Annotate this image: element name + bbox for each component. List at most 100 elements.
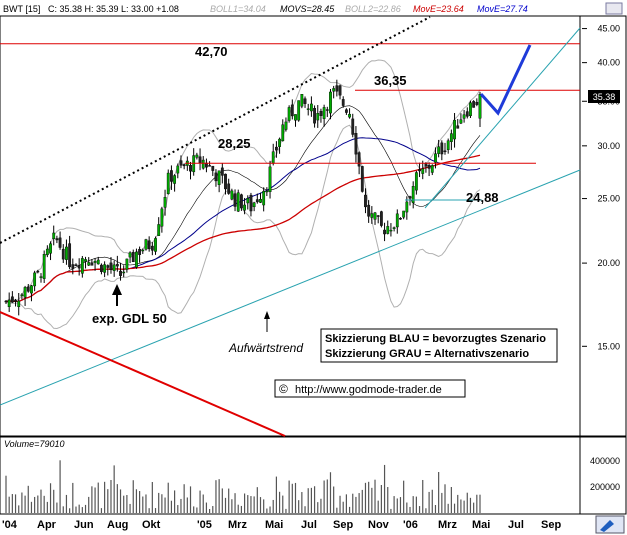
candle-body: [154, 238, 157, 252]
candle-body: [125, 258, 129, 270]
candle-body: [227, 183, 231, 194]
candle-body: [182, 164, 186, 167]
candle-body: [434, 153, 437, 163]
upper-trend-channel: [0, 16, 431, 244]
candle-body: [268, 166, 272, 193]
up-arrow-icon: [112, 284, 122, 306]
candle-body: [138, 248, 142, 255]
candle-body: [475, 101, 479, 105]
level-label-4270: 42,70: [195, 44, 228, 59]
candle-body: [128, 252, 132, 258]
candle-body: [459, 119, 463, 124]
candle-body: [294, 114, 297, 121]
candle-body: [10, 296, 14, 303]
y-tick-label: 30.00: [597, 141, 620, 151]
candle-body: [246, 198, 250, 204]
x-tick-label: Mrz: [438, 519, 457, 531]
candle-body: [173, 175, 177, 184]
candle-body: [370, 213, 374, 218]
candle-body: [252, 202, 256, 208]
candle-body: [373, 212, 377, 220]
candle-body: [106, 265, 110, 268]
candle-body: [170, 170, 173, 182]
downtrend-line: [0, 311, 286, 437]
bollinger-bands: [5, 59, 481, 330]
candle-body: [322, 107, 326, 119]
header-ohlc: C: 35.38 H: 35.39 L: 33.00 +1.08: [48, 4, 179, 14]
exp-gdl-label: exp. GDL 50: [92, 311, 167, 326]
candle-body: [262, 190, 266, 206]
x-tick-label: Apr: [37, 519, 57, 531]
candle-body: [208, 165, 211, 167]
candle-body: [65, 246, 68, 260]
candle-body: [392, 227, 396, 229]
header-move2: MovE=27.74: [477, 4, 528, 14]
candle-body: [233, 193, 237, 207]
volume-title: Volume=79010: [4, 439, 64, 449]
candle-body: [319, 111, 323, 116]
candle-body: [80, 258, 84, 274]
candle-body: [414, 172, 418, 191]
candle-body: [364, 194, 367, 208]
y-tick-label: 45.00: [597, 24, 620, 34]
candle-body: [179, 160, 183, 166]
website-text[interactable]: http://www.godmode-trader.de: [295, 384, 442, 396]
y-tick-label: 15.00: [597, 341, 620, 351]
steep-trend-line: [424, 27, 581, 209]
candle-body: [271, 151, 275, 164]
candle-body: [26, 286, 30, 292]
candle-body: [281, 124, 285, 142]
x-tick-label: Mai: [472, 519, 490, 531]
x-tick-label: '04: [2, 519, 18, 531]
candle-body: [440, 142, 444, 155]
candle-body: [335, 85, 339, 92]
candle-body: [411, 186, 415, 203]
up-arrow-icon: [264, 311, 270, 332]
candle-body: [49, 243, 52, 254]
candle-body: [309, 103, 313, 112]
candle-body: [379, 211, 383, 226]
candle-body: [456, 125, 460, 129]
candle-body: [236, 192, 240, 212]
candle-body: [119, 270, 122, 276]
candle-body: [449, 133, 453, 142]
candle-body: [389, 229, 393, 232]
candle-body: [131, 252, 135, 263]
candle-body: [300, 94, 304, 107]
candle-body: [287, 107, 291, 121]
candle-body: [135, 251, 138, 268]
x-tick-label: '06: [403, 519, 418, 531]
candle-body: [214, 172, 218, 182]
chart-tool-icon[interactable]: [595, 515, 625, 534]
candle-body: [141, 249, 145, 252]
candle-body: [402, 210, 406, 218]
candle-body: [224, 173, 227, 190]
header-movs: MOVS=28.45: [280, 4, 335, 14]
y-tick-label: 40.00: [597, 58, 620, 68]
blue-scenario-path: [479, 44, 532, 116]
candle-body: [42, 254, 46, 279]
candle-body: [217, 170, 221, 185]
candle-body: [348, 113, 351, 118]
candle-body: [383, 229, 386, 235]
x-tick-label: Sep: [333, 519, 353, 531]
candle-body: [443, 150, 447, 153]
candle-body: [265, 190, 269, 193]
candle-body: [243, 204, 246, 211]
candle-body: [469, 102, 472, 117]
last-price-tag: [588, 90, 620, 103]
candle-body: [249, 194, 253, 212]
x-tick-label: '05: [197, 519, 212, 531]
header-grip-icon[interactable]: [605, 2, 623, 15]
candle-body: [36, 270, 40, 273]
candle-body: [112, 264, 116, 271]
candle-body: [478, 94, 482, 119]
copyright-symbol: ©: [279, 382, 288, 396]
candle-body: [90, 262, 94, 266]
candle-body: [329, 91, 332, 114]
candle-body: [316, 113, 320, 121]
candle-body: [367, 204, 371, 217]
candle-body: [290, 104, 294, 117]
candle-body: [437, 146, 441, 154]
